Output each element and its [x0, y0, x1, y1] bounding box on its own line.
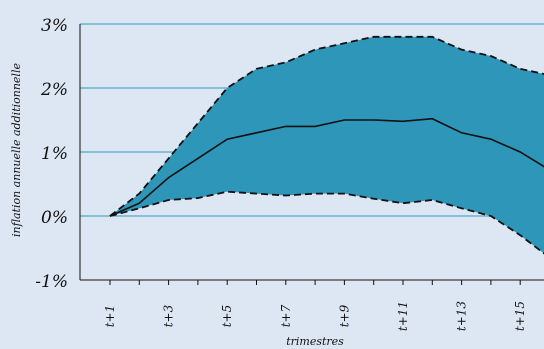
- x-axis-label: trimestres: [286, 335, 344, 348]
- y-tick-label: 2%: [40, 80, 68, 100]
- central-series-line: [109, 117, 544, 217]
- y-tick-labels: -1% 0% 1% 2% 3%: [35, 16, 68, 292]
- x-tick-label: t+3: [162, 304, 176, 327]
- x-tick-label: t+13: [455, 301, 469, 332]
- x-tick-labels: t+1 t+3 t+5 t+7 t+9 t+11 t+13 t+15: [103, 301, 527, 332]
- lower-series-line: [109, 190, 544, 255]
- y-axis-label: inflation annuelle additionnelle: [10, 63, 23, 237]
- x-tick-label: t+15: [513, 301, 527, 331]
- y-tick-label: 3%: [41, 16, 68, 36]
- x-tick-label: t+7: [279, 304, 293, 327]
- upper-series-line: [109, 35, 544, 217]
- x-tick-label: t+9: [337, 304, 351, 327]
- y-tick-label: 1%: [41, 144, 68, 164]
- confidence-band: [110, 36, 544, 254]
- x-tick-label: t+5: [220, 305, 234, 328]
- y-tick-label: -1%: [35, 272, 68, 292]
- y-tick-label: 0%: [41, 208, 68, 228]
- x-tick-label: t+1: [103, 305, 117, 328]
- x-tick-label: t+11: [396, 301, 410, 331]
- band-area: [110, 36, 544, 254]
- axes: [79, 24, 544, 285]
- series-lines: [109, 35, 544, 255]
